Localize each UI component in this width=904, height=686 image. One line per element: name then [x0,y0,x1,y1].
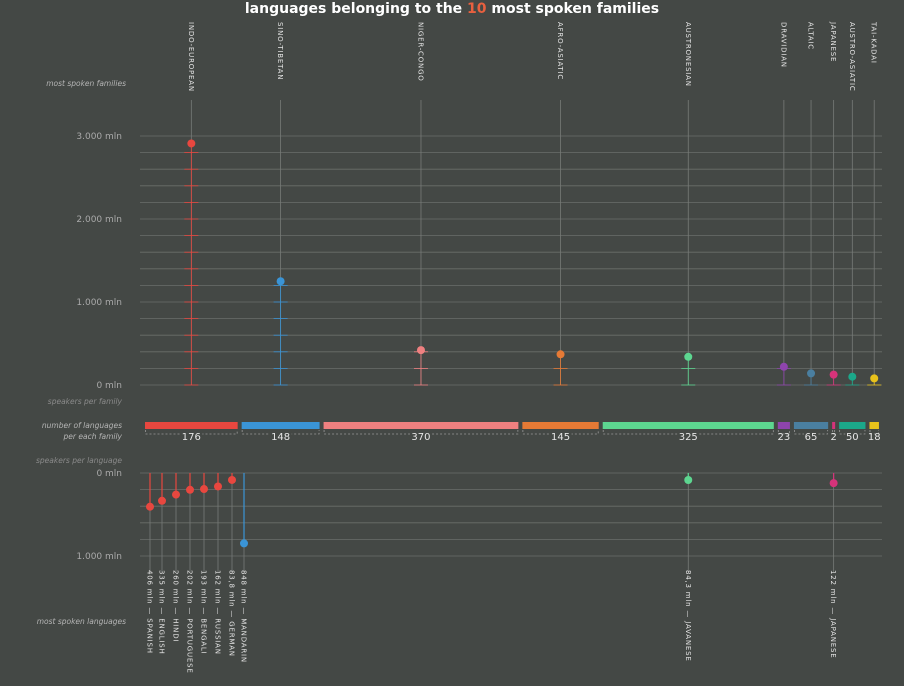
title-text-end: most spoken families [486,1,660,17]
label-num-languages-1: number of languages [42,421,122,430]
family-label: JAPANESE [829,21,837,62]
y-tick-label: 3.000 mln [76,132,122,142]
family-label: ALTAIC [807,22,815,50]
language-point [186,485,194,494]
language-label: 848 mln — MANDARIN [240,570,248,663]
y-tick-label: 0 mln [96,469,122,479]
language-point [829,479,838,488]
y-tick-label: 0 mln [96,381,122,391]
language-count-bar [839,422,866,429]
language-point [214,482,222,491]
bar-bracket [869,430,879,435]
family-point [829,370,838,379]
chart-title: languages belonging to the 10 most spoke… [0,1,904,17]
label-speakers-language: speakers per language [36,456,122,465]
label-num-languages-2: per each family [63,432,123,441]
family-point [187,139,196,148]
family-label: SINO-TIBETAN [276,22,284,80]
language-count-label: 18 [868,432,881,443]
language-count-bar [145,422,238,429]
title-number: 10 [467,1,487,17]
language-count-bar [241,422,320,429]
language-point [158,496,166,505]
y-tick-label: 1.000 mln [76,552,122,562]
language-point [684,475,693,484]
language-label: 83,8 mln — GERMAN [228,570,236,657]
bar-bracket [832,430,836,435]
language-point [228,475,236,484]
bar-bracket [241,430,320,435]
label-languages: most spoken languages [37,617,126,626]
bar-bracket [777,430,790,435]
family-label: AUSTRONESIAN [684,22,692,87]
language-label: 84,3 mln — JAVANESE [684,570,692,662]
title-text: languages belonging to the [244,1,468,17]
count-label-bg [409,430,432,440]
language-label: 193 mln — BENGALI [200,570,208,654]
language-label: 202 mln — PORTUGUESE [186,570,194,674]
language-point [240,539,248,548]
family-label: NIGER-CONGO [416,22,424,82]
y-tick-label: 2.000 mln [76,215,122,225]
family-label: TAI-KADAI [870,21,878,64]
label-families: most spoken families [46,79,126,88]
language-count-label: 65 [805,432,818,443]
language-point [200,485,208,494]
language-count-bar [869,422,879,429]
language-point [146,502,154,511]
family-point [276,277,285,286]
family-point [848,372,857,381]
language-count-bar [793,422,829,429]
language-count-label: 325 [679,432,698,443]
y-tick-label: 1.000 mln [76,298,122,308]
language-label: 406 mln — SPANISH [146,570,154,654]
language-count-label: 176 [182,432,201,443]
language-count-bar [323,422,519,429]
label-speakers-family: speakers per family [48,397,123,406]
family-point [779,362,788,371]
family-point [870,374,879,383]
language-label: 122 mln — JAPANESE [829,570,837,658]
count-label-bg [677,430,700,440]
family-label: AFRO-ASIATIC [556,22,564,80]
language-count-label: 50 [846,432,859,443]
count-label-bg [845,430,860,440]
language-label: 335 mln — ENGLISH [158,570,166,655]
family-label: DRAVIDIAN [779,22,787,68]
language-label: 260 mln — HINDI [172,570,180,642]
language-count-bar [777,422,790,429]
family-point [807,369,816,378]
count-label-bg [269,430,292,440]
family-label: AUSTRO-ASIATIC [848,22,856,92]
language-count-label: 148 [271,432,290,443]
family-point [684,352,693,361]
language-count-bar [522,422,599,429]
family-point [556,350,565,359]
language-count-label: 145 [551,432,570,443]
language-count-bar [602,422,774,429]
count-label-bg [804,430,819,440]
language-count-bar [832,422,836,429]
count-label-bg [549,430,572,440]
language-label: 162 mln — RUSSIAN [214,570,222,655]
language-count-label: 370 [411,432,430,443]
language-point [172,490,180,499]
language-count-label: 2 [830,432,836,443]
family-label: INDO-EUROPEAN [187,22,195,92]
family-point [416,346,425,355]
language-count-label: 23 [778,432,791,443]
count-label-bg [180,430,203,440]
